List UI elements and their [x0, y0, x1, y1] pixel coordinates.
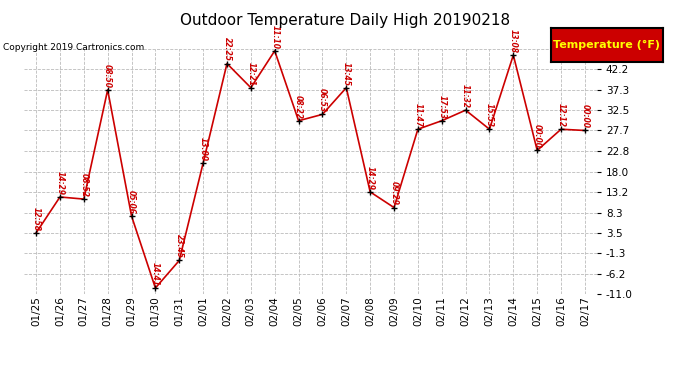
Text: 00:00: 00:00: [533, 124, 542, 148]
Text: Temperature (°F): Temperature (°F): [553, 40, 660, 50]
Text: 11:32: 11:32: [461, 84, 470, 108]
Text: 00:00: 00:00: [580, 104, 589, 128]
Text: 09:29: 09:29: [390, 182, 399, 206]
Text: 11:10: 11:10: [270, 25, 279, 49]
Text: 12:12: 12:12: [557, 103, 566, 127]
Text: 22:25: 22:25: [222, 38, 231, 62]
Text: 12:58: 12:58: [32, 207, 41, 231]
Text: 12:21: 12:21: [246, 62, 255, 86]
Text: 23:45: 23:45: [175, 234, 184, 258]
Text: 08:22: 08:22: [294, 94, 303, 118]
Text: 17:53: 17:53: [437, 94, 446, 118]
Text: 08:50: 08:50: [104, 64, 112, 88]
Text: 08:52: 08:52: [79, 173, 88, 197]
Text: 14:29: 14:29: [366, 166, 375, 190]
Text: 13:00: 13:00: [199, 137, 208, 161]
Text: 11:47: 11:47: [413, 103, 422, 127]
Text: 05:06: 05:06: [127, 190, 136, 214]
Text: Outdoor Temperature Daily High 20190218: Outdoor Temperature Daily High 20190218: [180, 13, 510, 28]
Text: 13:45: 13:45: [342, 62, 351, 86]
Text: Copyright 2019 Cartronics.com: Copyright 2019 Cartronics.com: [3, 43, 145, 52]
Text: 06:53: 06:53: [318, 88, 327, 112]
Text: 14:29: 14:29: [55, 171, 64, 195]
Text: 13:08: 13:08: [509, 29, 518, 53]
Text: 14:41: 14:41: [151, 262, 160, 286]
Text: 15:53: 15:53: [485, 103, 494, 127]
